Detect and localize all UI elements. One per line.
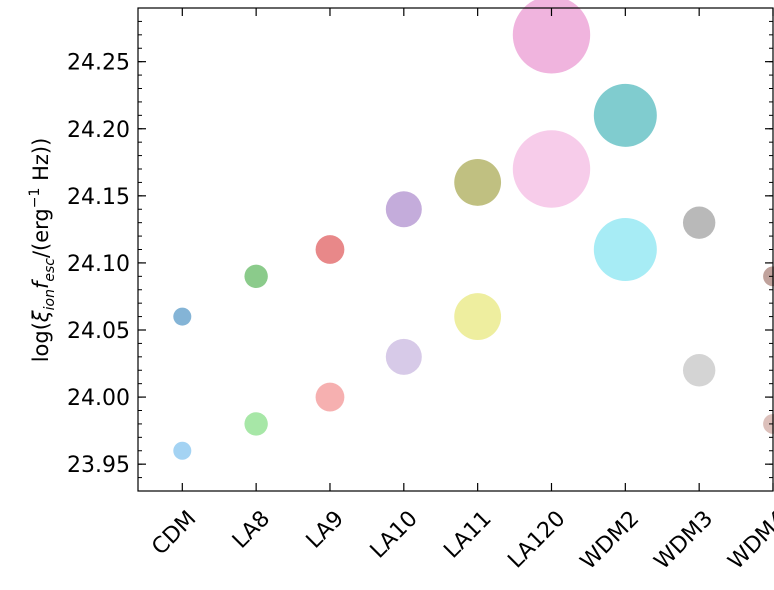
data-point-s2-la120: [512, 130, 591, 208]
data-point-s2-wdm2: [593, 218, 657, 281]
y-tick-label: 24.20: [67, 118, 130, 143]
y-tick-label: 24.05: [67, 319, 130, 344]
y-tick-label: 24.10: [67, 252, 130, 277]
data-point-s2-la10: [385, 338, 422, 375]
data-point-s2-cdm: [173, 441, 192, 460]
x-tick-label: WDM4: [724, 506, 774, 574]
data-point-s1-wdm3: [682, 206, 716, 239]
ylabel-esc: esc: [42, 258, 58, 282]
ylabel-exp: −1: [27, 188, 43, 209]
data-point-s1-la9: [315, 235, 345, 264]
y-tick-label: 24.15: [67, 185, 130, 210]
data-point-s1-la8: [244, 264, 268, 289]
x-tick-label: LA9: [302, 506, 349, 553]
y-tick-label: 24.25: [67, 51, 130, 76]
x-tick-label: LA11: [440, 506, 497, 563]
ylabel-suffix: Hz)): [29, 138, 53, 188]
data-point-s1-la10: [385, 191, 422, 228]
y-tick-label: 24.00: [67, 386, 130, 411]
x-tick-label: LA120: [503, 506, 570, 573]
data-point-s1-wdm2: [593, 83, 657, 147]
ylabel-f: f: [29, 278, 53, 289]
ylabel-xi: ξ: [29, 310, 53, 323]
ylabel-prefix: log(: [29, 322, 53, 362]
svg-text:log(ξionfesc/(erg−1 Hz)): log(ξionfesc/(erg−1 Hz)): [27, 138, 58, 363]
data-point-s2-wdm4: [763, 414, 774, 434]
plot-frame: [137, 7, 774, 492]
data-point-s1-la120: [512, 0, 591, 74]
x-tick-label: CDM: [147, 506, 201, 560]
x-tick-label: WDM2: [576, 506, 644, 574]
data-point-s2-la9: [315, 382, 345, 412]
data-point-s2-la8: [244, 412, 268, 436]
data-point-s1-la11: [454, 159, 502, 206]
plot-area: 23.95 24.00 24.05 24.10 24.15 24.20 24.25 CDM LA…: [67, 0, 774, 575]
data-point-s1-cdm: [173, 307, 192, 326]
y-tick-label: 23.95: [67, 453, 130, 478]
ylabel-ion: ion: [42, 289, 58, 310]
data-point-s2-la11: [454, 293, 502, 340]
x-tick-label: LA10: [366, 506, 423, 563]
data-point-s1-wdm4: [763, 266, 774, 287]
data-point-s2-wdm3: [682, 354, 716, 387]
x-tick-label: WDM3: [650, 506, 718, 574]
ylabel-mid: /(erg: [29, 208, 53, 258]
x-tick-label: LA8: [228, 506, 275, 553]
y-axis-title: log(ξionfesc/(erg−1 Hz)): [27, 138, 58, 363]
